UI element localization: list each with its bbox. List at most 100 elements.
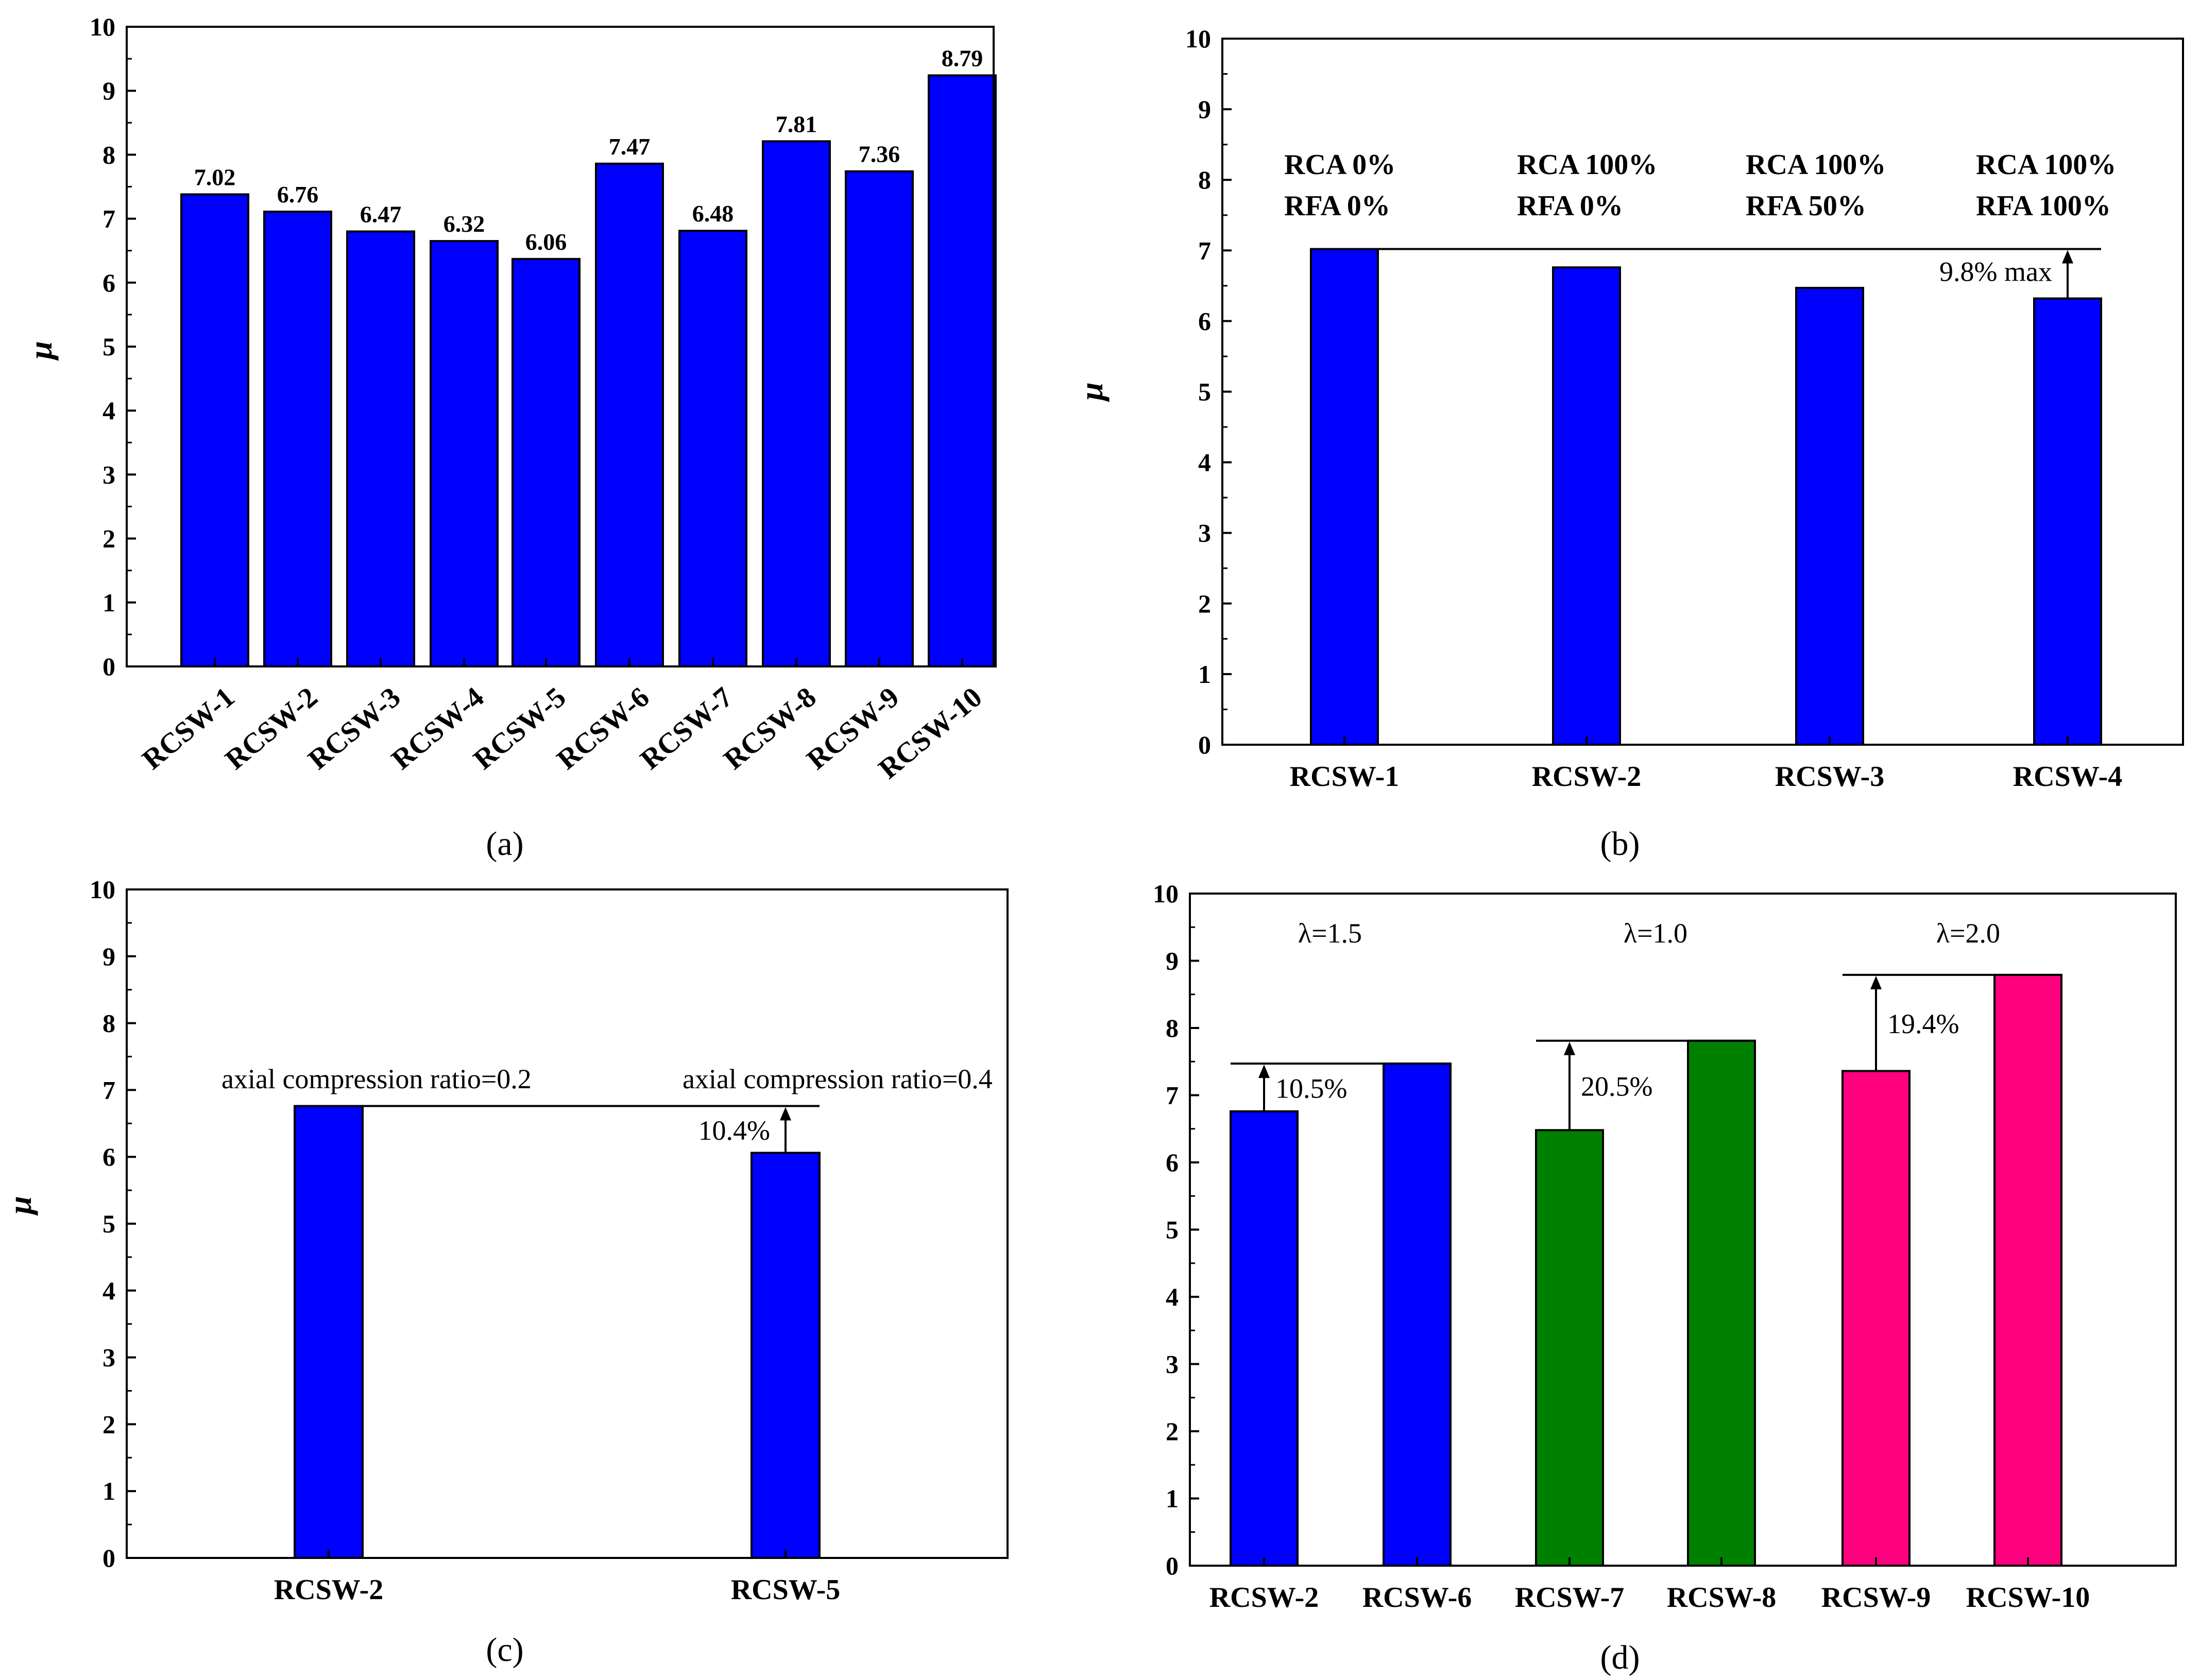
bar-a-rcsw-9 xyxy=(845,170,914,667)
y-axis-label-c: μ xyxy=(2,1196,38,1216)
panel-d: 0 1 2 3 4 5 6 7 8 9 10 RCSW-2 RCSW-6 RCSW-7 RCSW-8 RCSW… xyxy=(1153,879,2177,1676)
plot-frame-c xyxy=(126,888,1009,1559)
y-tick-label-a: 9 xyxy=(103,76,115,105)
bar-b-rcsw-4 xyxy=(2033,297,2102,746)
x-category-label-d: RCSW-7 xyxy=(1515,1582,1625,1614)
panel-label-a: (a) xyxy=(486,825,523,863)
y-tick-label-a: 3 xyxy=(103,460,115,489)
y-tick-label-a: 4 xyxy=(103,396,115,425)
group-label-d: λ=2.0 xyxy=(1936,918,2000,949)
bar-c-rcsw-2 xyxy=(294,1105,364,1559)
x-category-label-a: RCSW-4 xyxy=(386,681,490,776)
bar-a-rcsw-10 xyxy=(928,74,997,668)
y-axis-label-a: μ xyxy=(22,341,59,361)
group-label-b: RFA 50% xyxy=(1746,190,1866,222)
group-label-c: axial compression ratio=0.2 xyxy=(221,1064,532,1094)
x-category-label-c: RCSW-2 xyxy=(274,1574,384,1606)
bar-d-rcsw-6 xyxy=(1383,1062,1452,1567)
panel-label-d: (d) xyxy=(1600,1639,1640,1676)
bar-a-rcsw-2 xyxy=(263,210,332,667)
x-category-label-c: RCSW-5 xyxy=(731,1574,841,1606)
y-tick-label-d: 7 xyxy=(1166,1081,1179,1110)
bar-d-rcsw-9 xyxy=(1841,1070,1911,1567)
panel-label-b: (b) xyxy=(1600,825,1640,863)
data-label-a: 7.36 xyxy=(859,141,900,167)
x-category-label-b: RCSW-2 xyxy=(1532,761,1642,793)
y-tick-label-d: 1 xyxy=(1166,1484,1179,1513)
x-category-label-b: RCSW-3 xyxy=(1775,761,1885,793)
group-label-b: RFA 0% xyxy=(1284,190,1390,222)
data-label-a: 7.47 xyxy=(609,133,651,160)
arrow-label-d: 20.5% xyxy=(1581,1071,1652,1102)
bar-a-rcsw-7 xyxy=(678,230,747,667)
y-tick-label-d: 8 xyxy=(1166,1014,1179,1042)
y-tick-label-c: 6 xyxy=(103,1142,115,1171)
y-tick-label-b: 1 xyxy=(1198,660,1211,689)
bar-d-rcsw-10 xyxy=(1993,973,2062,1567)
data-label-a: 8.79 xyxy=(942,45,983,71)
y-tick-label-b: 2 xyxy=(1198,589,1211,618)
x-category-label-a: RCSW-1 xyxy=(137,681,241,776)
y-axis-label-b: μ xyxy=(1073,382,1110,402)
bar-d-rcsw-8 xyxy=(1687,1039,1756,1567)
y-tick-label-a: 2 xyxy=(103,524,115,553)
group-label-d: λ=1.0 xyxy=(1624,918,1687,949)
y-tick-label-a: 7 xyxy=(103,204,115,233)
bar-a-rcsw-6 xyxy=(595,162,664,667)
x-category-label-a: RCSW-6 xyxy=(551,681,656,776)
x-category-label-a: RCSW-5 xyxy=(468,681,572,776)
y-tick-label-b: 10 xyxy=(1185,24,1211,53)
y-tick-label-b: 6 xyxy=(1198,306,1211,335)
bar-a-rcsw-3 xyxy=(346,230,415,667)
data-label-a: 6.32 xyxy=(444,211,485,237)
group-label-b: RFA 0% xyxy=(1517,190,1623,222)
bar-b-rcsw-1 xyxy=(1310,248,1379,746)
bar-d-rcsw-2 xyxy=(1230,1110,1299,1567)
y-tick-label-d: 6 xyxy=(1166,1148,1179,1177)
y-tick-label-a: 6 xyxy=(103,268,115,297)
data-label-a: 7.02 xyxy=(194,164,236,190)
y-tick-label-b: 8 xyxy=(1198,165,1211,194)
y-tick-label-a: 8 xyxy=(103,140,115,169)
arrow-head-d xyxy=(1258,1065,1270,1078)
arrow-label-c: 10.4% xyxy=(698,1115,770,1146)
x-category-label-a: RCSW-3 xyxy=(302,681,407,776)
group-label-b: RCA 100% xyxy=(1746,149,1886,181)
y-tick-label-c: 8 xyxy=(103,1009,115,1038)
y-tick-label-d: 3 xyxy=(1166,1350,1179,1379)
panel-c: 0 1 2 3 4 5 6 7 8 9 10 RCSW-2 RCSW-5 μ 10.4% axial comp… xyxy=(2,875,1009,1669)
group-label-d: λ=1.5 xyxy=(1298,918,1362,949)
group-label-b: RFA 100% xyxy=(1976,190,2111,222)
bar-a-rcsw-4 xyxy=(430,240,499,667)
y-tick-label-c: 2 xyxy=(103,1410,115,1438)
group-label-b: RCA 100% xyxy=(1517,149,1657,181)
x-category-label-d: RCSW-6 xyxy=(1362,1582,1472,1614)
y-tick-label-a: 1 xyxy=(103,588,115,617)
group-label-b: RCA 100% xyxy=(1976,149,2116,181)
x-category-label-a: RCSW-8 xyxy=(718,681,823,776)
bar-d-rcsw-7 xyxy=(1535,1129,1604,1567)
y-tick-label-d: 0 xyxy=(1166,1551,1179,1580)
group-label-b: RCA 0% xyxy=(1284,149,1395,181)
y-tick-label-c: 9 xyxy=(103,942,115,971)
y-tick-label-d: 5 xyxy=(1166,1215,1179,1244)
bar-b-rcsw-3 xyxy=(1795,286,1864,746)
arrow-head-d xyxy=(1564,1041,1575,1055)
bar-a-rcsw-1 xyxy=(180,193,249,667)
arrow-label-b: 9.8% max xyxy=(1939,256,2052,287)
y-tick-label-b: 3 xyxy=(1198,519,1211,547)
x-category-label-a: RCSW-2 xyxy=(219,681,324,776)
panel-label-c: (c) xyxy=(486,1631,523,1669)
y-tick-label-b: 0 xyxy=(1198,730,1211,759)
x-category-label-d: RCSW-8 xyxy=(1667,1582,1777,1614)
x-category-label-d: RCSW-9 xyxy=(1821,1582,1931,1614)
data-label-a: 6.48 xyxy=(692,200,734,227)
y-tick-label-c: 4 xyxy=(103,1276,115,1305)
x-category-label-a: RCSW-7 xyxy=(635,681,739,776)
data-label-a: 6.06 xyxy=(525,229,567,255)
arrow-label-d: 10.5% xyxy=(1275,1073,1347,1104)
y-tick-label-a: 0 xyxy=(103,652,115,681)
y-tick-label-c: 5 xyxy=(103,1209,115,1238)
panel-a: 012345678910RCSW-1RCSW-2RCSW-3RCSW-4RCSW… xyxy=(22,12,997,863)
